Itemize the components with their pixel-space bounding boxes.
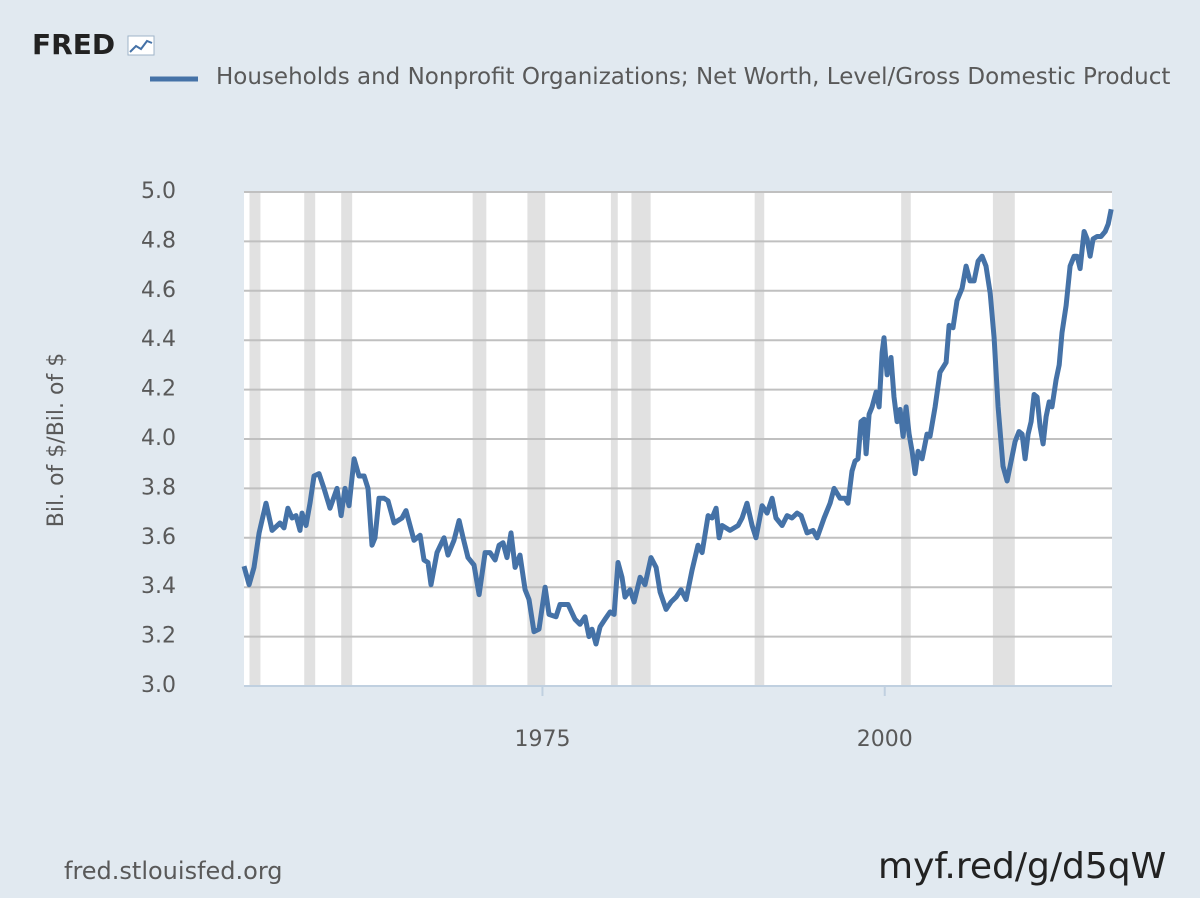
y-tick-label: 3.2 [141, 624, 176, 649]
x-tick-label: 2000 [857, 727, 913, 752]
y-tick-label: 3.8 [141, 475, 176, 500]
y-tick-label: 3.6 [141, 525, 176, 550]
logo: FRED [32, 28, 115, 61]
legend-label: Households and Nonprofit Organizations; … [216, 64, 1171, 90]
logo-icon [127, 35, 155, 56]
y-tick-label: 4.4 [141, 327, 176, 352]
source: fred.stlouisfed.org [64, 857, 283, 885]
y-tick-label: 4.2 [141, 377, 176, 402]
y-tick-label: 3.4 [141, 574, 176, 599]
y-tick-label: 5.0 [141, 179, 176, 204]
y-tick-label: 4.0 [141, 426, 176, 451]
y-axis-label: Bil. of $/Bil. of $ [44, 353, 69, 527]
y-tick-label: 4.6 [141, 278, 176, 303]
x-tick-label: 1975 [514, 727, 570, 752]
y-tick-label: 3.0 [141, 673, 176, 698]
short-url: myf.red/g/d5qW [878, 846, 1166, 887]
y-tick-label: 4.8 [141, 228, 176, 253]
data-line [241, 208, 1114, 647]
